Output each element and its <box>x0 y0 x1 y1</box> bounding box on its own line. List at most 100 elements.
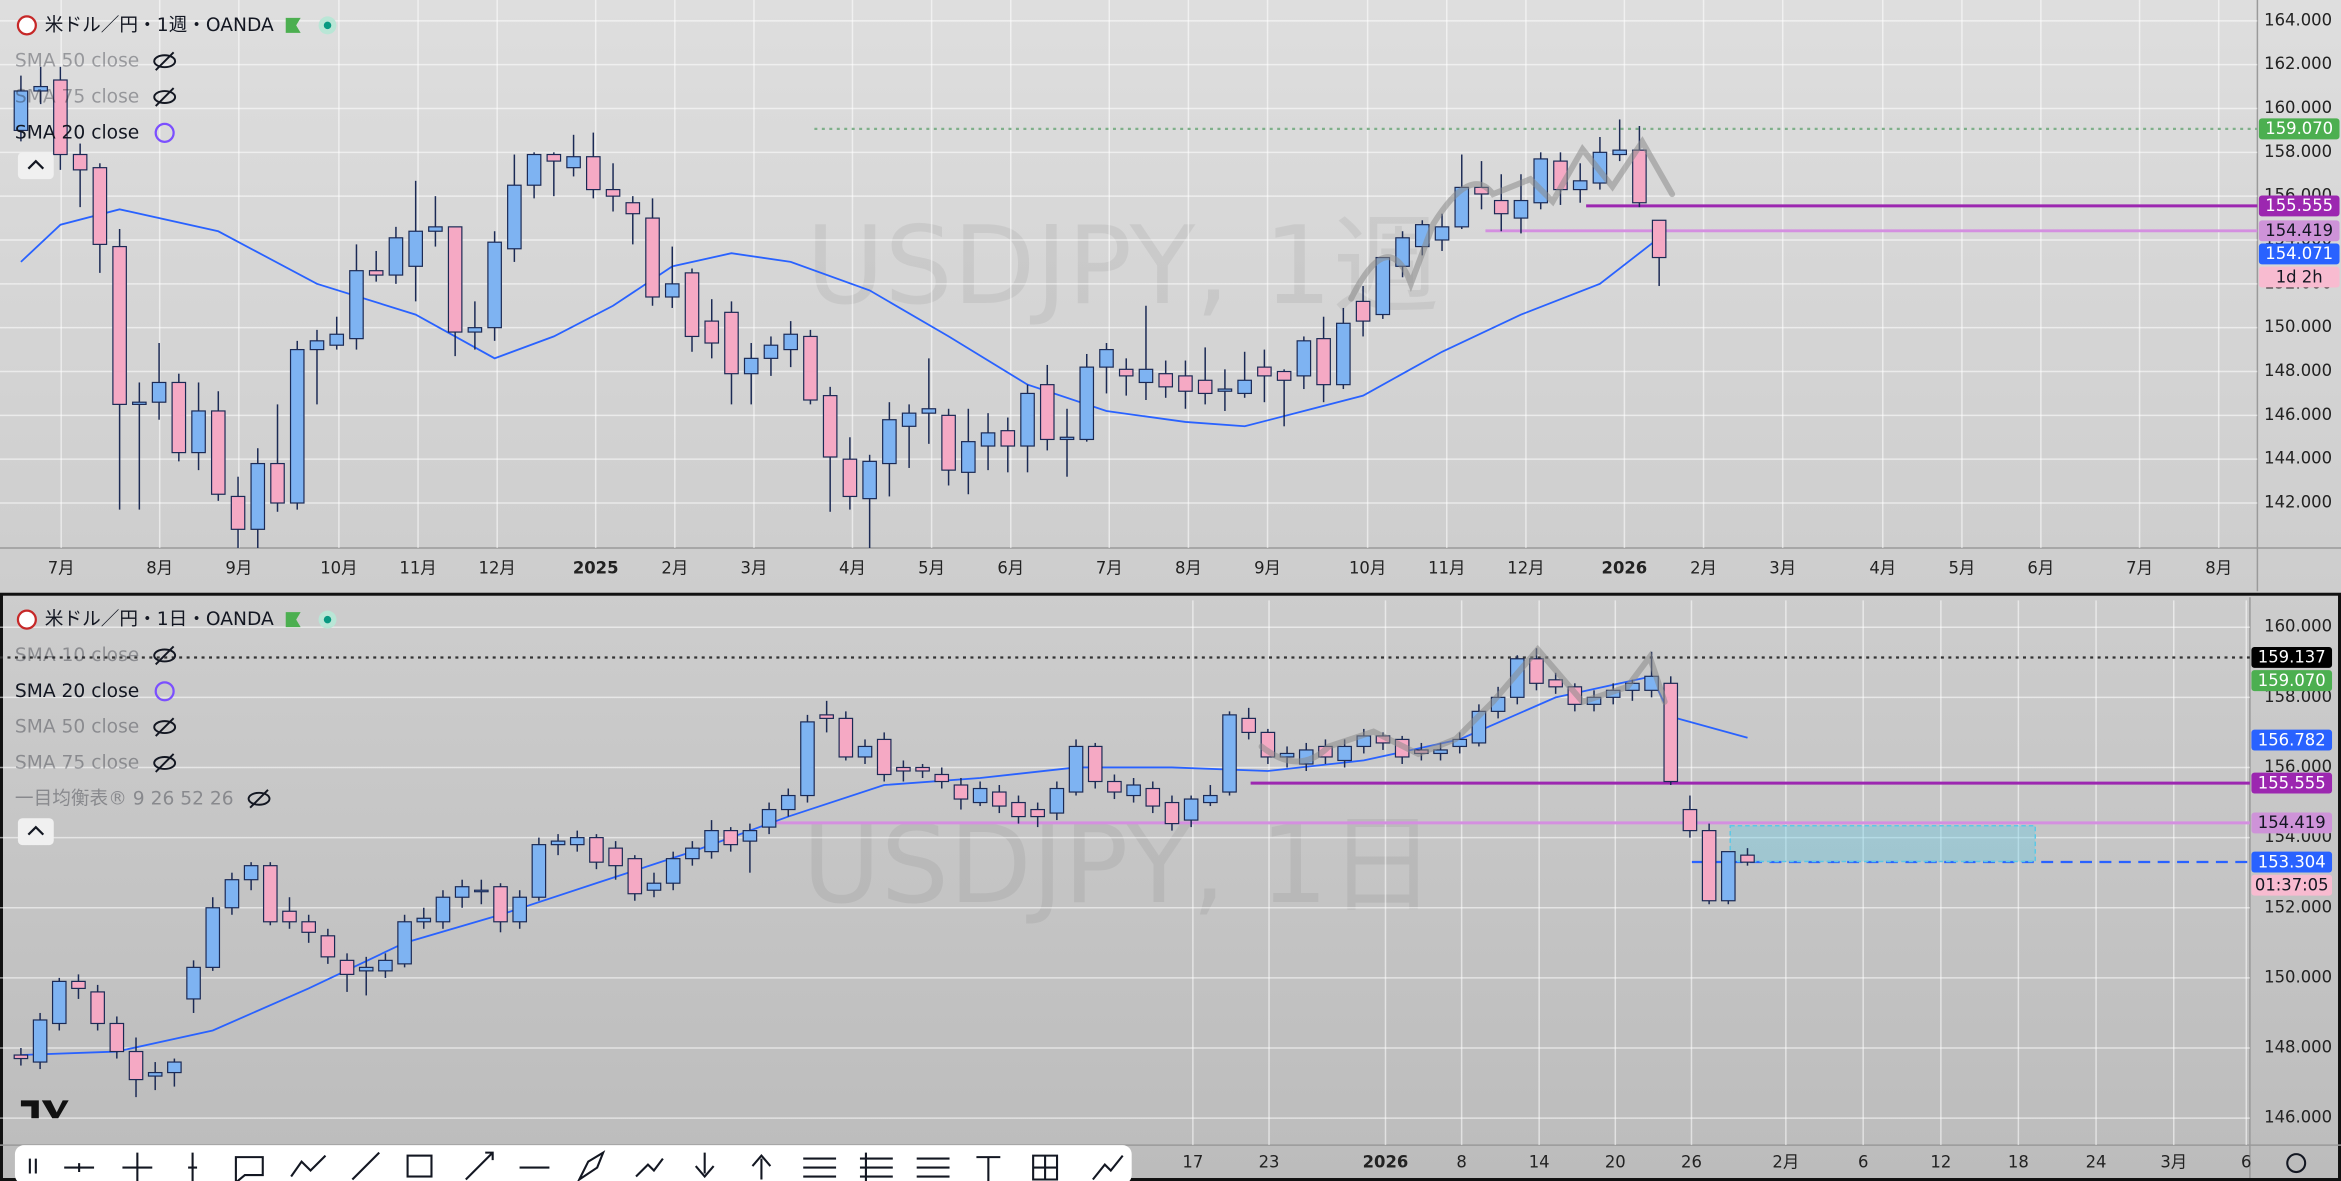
x-tick-label: 17 <box>1182 1153 1203 1172</box>
x-tick-label: 9月 <box>225 558 252 577</box>
candle-body <box>934 773 950 783</box>
x-tick-label: 8月 <box>1175 558 1202 577</box>
sma-line <box>20 208 1660 428</box>
tool-arrow[interactable] <box>465 1151 494 1181</box>
tool-cross[interactable] <box>122 1152 153 1181</box>
x-tick-label: 26 <box>1681 1153 1702 1172</box>
tool-pitchfork[interactable] <box>916 1157 950 1178</box>
drag-handle[interactable] <box>28 1158 37 1174</box>
candle-body <box>972 787 988 804</box>
x-tick-label: 10月 <box>320 558 357 577</box>
candle-body <box>186 966 201 1000</box>
flag-icon <box>16 15 37 36</box>
candle-body <box>1183 798 1199 821</box>
candle-body <box>151 381 167 403</box>
candle-body <box>289 348 305 504</box>
candle-body <box>1241 717 1257 734</box>
active-pane-border <box>0 592 2341 1181</box>
candle-body <box>803 335 818 401</box>
tool-line[interactable] <box>351 1151 380 1181</box>
candle-body <box>33 85 48 92</box>
candle-body <box>1337 745 1352 762</box>
candle-body <box>358 966 374 972</box>
tool-forecast[interactable] <box>1092 1154 1124 1181</box>
candle-body <box>1682 808 1698 832</box>
tool-brush[interactable] <box>577 1150 606 1181</box>
y-tick-label: 148.000 <box>2264 1038 2332 1057</box>
tool-arrow-down[interactable] <box>694 1152 715 1179</box>
candle-body <box>1000 430 1016 447</box>
settings-button[interactable] <box>2286 1153 2307 1174</box>
x-tick-label: 14 <box>1529 1153 1550 1172</box>
logo <box>20 1100 69 1119</box>
y-tick-label: 152.000 <box>2264 897 2332 916</box>
x-tick-label: 2月 <box>661 558 688 577</box>
candle-body <box>474 889 489 893</box>
candle-body <box>1203 794 1218 804</box>
candle-body <box>876 738 892 776</box>
tool-fib-time[interactable] <box>859 1152 893 1181</box>
candle-body <box>1030 808 1045 818</box>
tool-fib[interactable] <box>803 1157 837 1178</box>
candle-body <box>1296 340 1312 377</box>
x-tick-label: 8月 <box>2205 558 2232 577</box>
candle-body <box>1197 379 1213 395</box>
candle-body <box>724 311 739 375</box>
tool-note[interactable] <box>234 1156 264 1181</box>
candle-body <box>627 858 643 895</box>
x-tick-label: 7月 <box>2126 558 2153 577</box>
candle-body <box>546 153 562 162</box>
collapse-button[interactable] <box>17 818 54 846</box>
candle-body <box>112 245 127 405</box>
candle-body <box>1222 714 1237 793</box>
candle-body <box>329 333 345 346</box>
candle-body <box>1164 801 1180 825</box>
y-tick-label: 150.000 <box>2264 967 2332 986</box>
candle-body <box>780 794 796 811</box>
tool-rect[interactable] <box>406 1154 433 1178</box>
candle-body <box>822 395 838 458</box>
candle-body <box>128 1050 144 1081</box>
candle-body <box>132 401 147 405</box>
price-label-box <box>2258 243 2340 265</box>
y-tick-label: 160.000 <box>2264 98 2332 117</box>
candle-body <box>378 959 393 972</box>
x-tick-label: 18 <box>2008 1153 2029 1172</box>
candle-body <box>467 327 483 333</box>
candle-body <box>1316 338 1331 386</box>
x-tick-label: 7月 <box>1096 558 1123 577</box>
y-tick-label: 156.000 <box>2264 757 2332 776</box>
tool-arrow-up[interactable] <box>751 1154 772 1180</box>
tool-path[interactable] <box>290 1154 327 1178</box>
price-label-box <box>2258 220 2340 242</box>
candle-body <box>1720 851 1736 902</box>
candle-body <box>1529 658 1544 684</box>
candle-body <box>147 1071 163 1077</box>
collapse-button[interactable] <box>17 152 54 180</box>
candle-body <box>1663 682 1679 783</box>
candle-body <box>743 357 759 375</box>
tool-polyline[interactable] <box>635 1157 664 1178</box>
y-tick-label: 164.000 <box>2264 10 2332 29</box>
tool-range[interactable] <box>1032 1154 1059 1181</box>
x-tick-label: 4月 <box>839 558 866 577</box>
candle-body <box>53 79 68 156</box>
candle-body <box>109 1022 125 1053</box>
candle-body <box>1039 384 1055 441</box>
tool-vline[interactable] <box>188 1152 198 1181</box>
hidden-icon-slash <box>155 645 175 666</box>
y-tick-label: 146.000 <box>2264 405 2332 424</box>
hidden-icon-slash <box>155 717 175 737</box>
x-tick-label: 2月 <box>1690 558 1717 577</box>
tool-measure[interactable] <box>976 1156 1001 1181</box>
candle-body <box>435 896 451 923</box>
candle-body <box>608 847 623 867</box>
candle-body <box>428 226 443 232</box>
price-label-box <box>2251 729 2333 751</box>
price-label: 153.304 <box>2258 852 2326 871</box>
candle-body <box>980 432 996 447</box>
candle-body <box>742 830 758 842</box>
candle-body <box>1145 787 1161 807</box>
candle-body <box>783 333 799 351</box>
tool-trend[interactable] <box>64 1163 95 1173</box>
